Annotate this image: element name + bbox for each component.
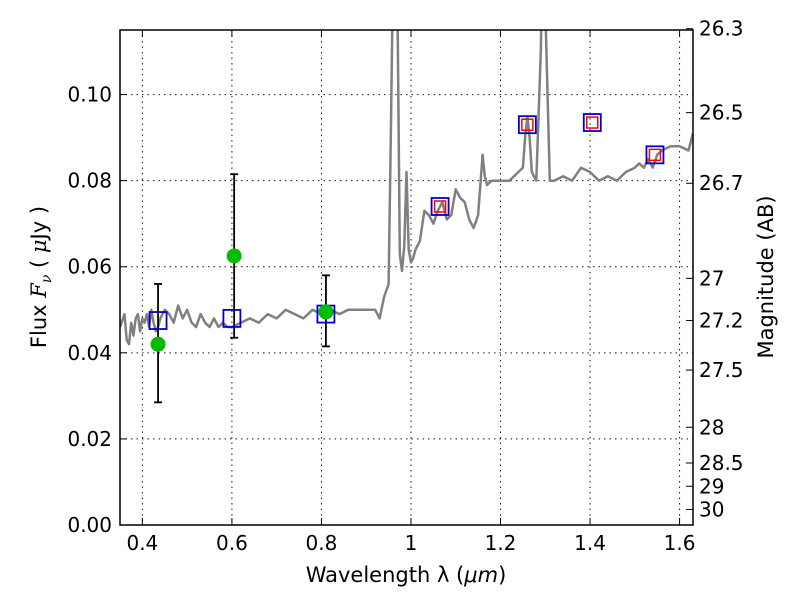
x-tick-label: 1.6 [664,531,696,555]
data-layer [120,30,693,346]
model-square-red [648,148,662,162]
y2-tick-label: 27.5 [699,358,744,382]
marker-layer [148,113,665,404]
y-tick-label: 0.00 [67,513,112,537]
model-square-red [521,118,534,131]
y2-tick-label: 26.7 [699,171,744,195]
model-square-blue [582,113,602,132]
y-tick-label: 0.02 [67,427,112,451]
x-tick-label: 0.6 [216,531,248,555]
y2-tick-label: 29 [699,474,724,498]
x-tick-label: 1 [405,531,418,555]
model-square-red [433,200,447,213]
y2-tick-label: 27 [699,266,724,290]
y2-tick-label: 27.2 [699,309,744,333]
y-tick-label: 0.10 [67,83,112,107]
model-square-blue [148,311,168,330]
x-tick-label: 0.8 [306,531,338,555]
y-axis-label: Flux Fν ( μJy ) [27,206,55,348]
y-tick-label: 0.06 [67,255,112,279]
y2-tick-label: 26.3 [699,17,744,41]
model-square-red [586,116,599,129]
x-tick-label: 1.2 [485,531,517,555]
y2-tick-label: 30 [699,498,724,522]
spectrum-line [120,30,693,346]
y-tick-label: 0.08 [67,169,112,193]
photometry-point [318,304,334,320]
x-tick-label: 0.4 [126,531,158,555]
y2-tick-label: 28.5 [699,451,744,475]
x-tick-label: 1.4 [574,531,606,555]
y2-axis-label: Magnitude (AB) [754,195,778,358]
tick-layer: 0.4 0.6 0.8 1 1.2 1.4 1.6 0.00 0.02 0.04 0.06 0.08 0… [67,17,743,555]
model-square-blue [222,308,242,328]
model-square-blue [517,115,537,135]
photometry-point [150,336,166,352]
grid-layer [120,30,693,526]
x-axis-label: Wavelength λ (μm) [306,563,507,587]
y2-tick-label: 28 [699,415,724,439]
model-square-blue [430,197,450,216]
model-square-blue [645,145,665,165]
y2-tick-label: 26.5 [699,101,744,125]
y-tick-label: 0.04 [67,341,112,365]
plot-frame [119,29,694,526]
photometry-point [226,248,242,264]
